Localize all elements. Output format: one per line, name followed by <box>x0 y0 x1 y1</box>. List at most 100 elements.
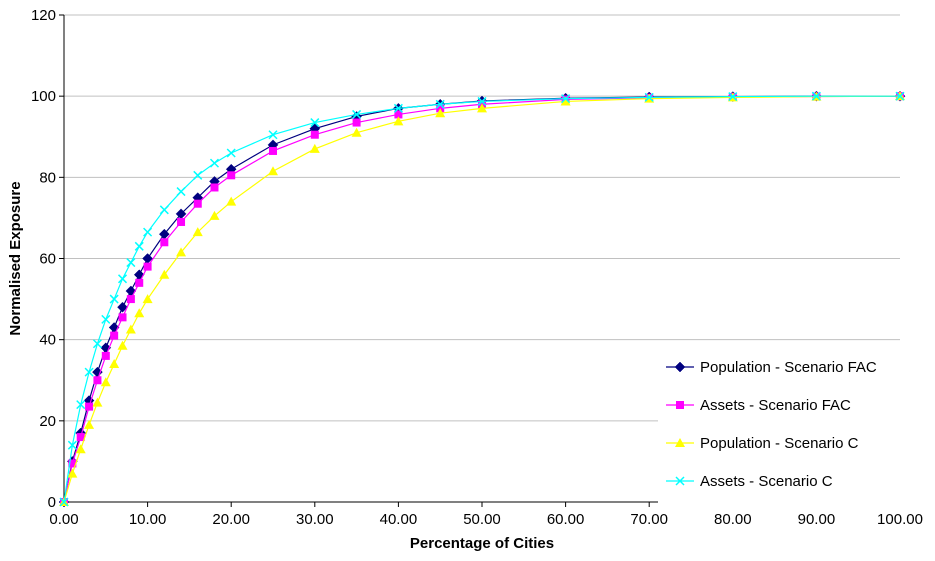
x-marker-stroke <box>92 339 102 349</box>
x-marker-stroke <box>352 109 362 119</box>
x-marker-stroke <box>101 314 111 324</box>
legend-item: Assets - Scenario FAC <box>666 397 851 414</box>
data-point <box>269 146 277 155</box>
x-tick-label: 10.00 <box>129 511 167 528</box>
data-point <box>117 274 128 284</box>
data-point <box>67 440 77 450</box>
x-tick-label: 90.00 <box>798 511 836 528</box>
legend-marker <box>675 476 685 486</box>
x-marker-stroke <box>109 294 119 304</box>
legend-label: Population - Scenario C <box>700 435 859 452</box>
x-marker-stroke <box>209 158 220 168</box>
data-point <box>477 96 487 106</box>
legend-label: Population - Scenario FAC <box>700 359 877 376</box>
x-marker-stroke <box>644 92 654 102</box>
x-marker-stroke <box>59 497 69 507</box>
x-marker-stroke <box>226 148 236 158</box>
data-point <box>811 91 821 101</box>
data-point <box>210 183 219 192</box>
legend-item: Population - Scenario C <box>666 435 859 452</box>
data-point <box>268 130 278 140</box>
data-point <box>309 143 320 153</box>
data-point <box>76 433 85 442</box>
x-marker-stroke <box>393 103 403 113</box>
data-point <box>728 92 738 102</box>
y-axis-title: Normalised Exposure <box>7 181 24 335</box>
data-point <box>176 247 187 257</box>
x-tick-label: 30.00 <box>296 511 334 528</box>
data-point <box>75 444 86 454</box>
x-marker-stroke <box>193 170 203 180</box>
data-point <box>126 295 135 304</box>
legend-marker <box>675 438 685 447</box>
tick-labels: 0 20 40 60 80 100 120 0.00 10.00 20.00 30.00 40.00 5… <box>31 7 923 528</box>
data-point <box>435 108 446 118</box>
x-tick-label: 0.00 <box>49 511 78 528</box>
x-tick-label: 70.00 <box>630 511 668 528</box>
data-point <box>133 269 145 281</box>
x-tick-label: 40.00 <box>380 511 418 528</box>
data-point <box>561 94 571 104</box>
legend-item: Assets - Scenario C <box>666 473 833 490</box>
data-point <box>209 158 220 168</box>
data-point <box>351 127 362 137</box>
y-tick-label: 60 <box>39 251 56 268</box>
data-point <box>109 294 119 304</box>
series-triangle <box>59 91 905 506</box>
y-tick-label: 80 <box>39 169 56 186</box>
x-marker-stroke <box>143 227 153 237</box>
series-group <box>58 90 906 508</box>
data-point <box>76 400 86 410</box>
y-tick-label: 100 <box>31 88 56 105</box>
data-point <box>160 238 169 247</box>
data-point <box>226 148 236 158</box>
data-point <box>67 468 78 478</box>
y-tick-label: 20 <box>39 413 56 430</box>
data-point <box>268 166 278 176</box>
data-point <box>134 241 144 251</box>
data-point <box>85 402 94 411</box>
data-point <box>310 130 319 139</box>
data-point <box>101 314 111 324</box>
x-marker-stroke <box>159 205 169 215</box>
data-point <box>135 278 144 287</box>
x-marker-stroke <box>675 476 685 486</box>
x-tick-label: 100.00 <box>877 511 923 528</box>
data-point <box>143 227 153 237</box>
legend: Population - Scenario FAC Assets - Scenar… <box>658 352 908 514</box>
series-x <box>59 91 905 507</box>
data-point <box>84 419 95 429</box>
data-point <box>126 258 136 268</box>
data-point <box>142 294 153 304</box>
legend-marker <box>676 401 684 409</box>
y-tick-label: 40 <box>39 332 56 349</box>
data-point <box>100 377 111 387</box>
y-tick-label: 120 <box>31 7 56 24</box>
data-point <box>352 118 361 127</box>
legend-label: Assets - Scenario C <box>700 473 833 490</box>
x-marker-stroke <box>76 400 86 410</box>
data-point <box>143 262 152 271</box>
data-point <box>134 308 145 318</box>
x-marker-stroke <box>176 187 186 197</box>
x-marker-stroke <box>435 99 445 109</box>
data-point <box>125 324 136 334</box>
data-point <box>125 285 137 297</box>
data-point <box>226 196 237 206</box>
y-tick-label: 0 <box>48 494 56 511</box>
x-marker-stroke <box>134 241 144 251</box>
data-point <box>101 351 110 360</box>
data-point <box>352 109 362 119</box>
data-point <box>117 340 128 350</box>
data-point <box>477 103 487 113</box>
x-marker-stroke <box>84 367 94 377</box>
x-marker-stroke <box>268 130 278 140</box>
data-point <box>560 96 571 106</box>
data-point <box>209 210 220 220</box>
legend-label: Assets - Scenario FAC <box>700 397 851 414</box>
x-tick-label: 20.00 <box>212 511 250 528</box>
data-point <box>895 91 905 101</box>
data-point <box>92 397 103 407</box>
data-point <box>110 331 119 340</box>
